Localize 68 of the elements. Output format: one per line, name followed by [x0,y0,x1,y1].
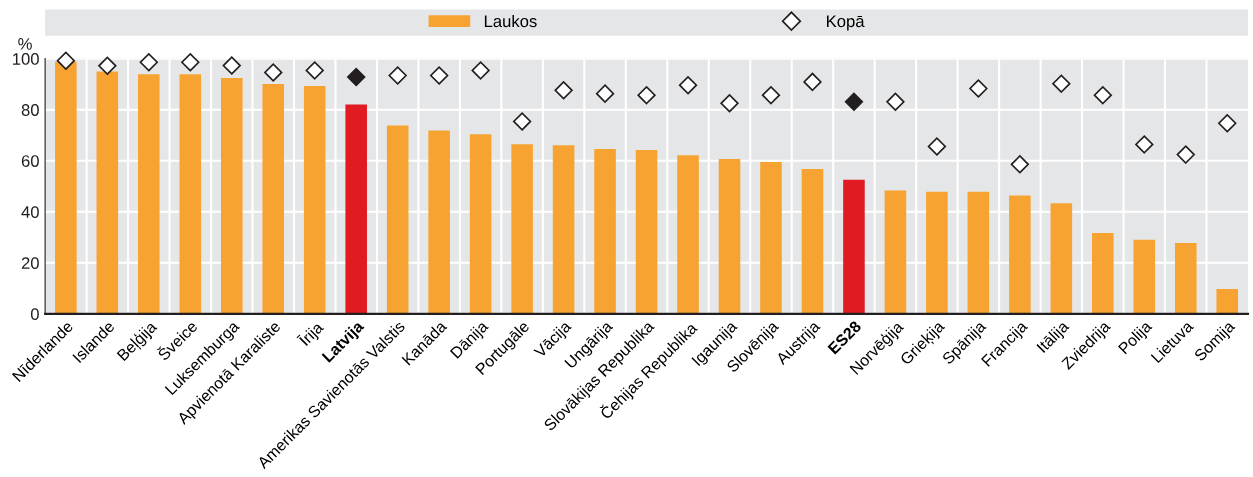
point [720,94,739,113]
bar [55,61,77,314]
point [347,67,366,87]
y-tick-label: 0 [30,308,39,321]
bar [469,134,492,314]
point [264,63,283,82]
bar [594,149,616,314]
bar [635,150,658,314]
y-tick-label: 60 [21,155,39,167]
point [1010,155,1030,174]
x-tick-label: Īrija [296,319,327,350]
bar [801,168,824,314]
point [886,92,905,111]
bar [1050,203,1073,314]
point [927,137,947,156]
bar [718,158,741,314]
bar [1174,242,1197,314]
bar [926,191,948,314]
point [305,61,324,80]
y-axis-title: % [18,38,32,50]
bar [262,83,285,314]
point [1135,135,1154,154]
bar [1133,239,1156,314]
point [554,81,573,100]
point [761,85,781,105]
point [512,112,532,131]
point [222,56,241,75]
bar [1216,289,1239,314]
point [388,66,407,85]
y-tick-label: 40 [21,206,39,218]
bar [303,85,326,314]
point [595,84,615,103]
y-tick-label: 80 [21,104,39,116]
point [637,85,656,105]
point [678,76,698,95]
point [471,61,490,80]
point [1218,114,1237,133]
bar [843,179,865,314]
bar [220,78,243,314]
point [969,79,988,98]
point [1093,85,1112,105]
point [56,51,76,70]
bar [1009,195,1031,314]
y-tick-label: 100 [13,53,39,65]
point [429,66,449,85]
point [181,53,200,72]
y-tick-label: 20 [21,257,39,270]
bar [386,125,409,314]
bar [552,145,575,314]
bar [884,190,907,314]
bar [511,144,533,314]
legend-label: Kopā [826,15,865,31]
bar [967,191,990,314]
bar [428,130,450,314]
point [844,92,864,111]
point [803,72,822,92]
point [98,56,117,75]
bar [345,104,367,314]
bar [96,71,119,314]
bar [1092,232,1114,314]
bar [760,162,782,314]
bar [179,74,202,314]
legend-label: Laukos [484,14,537,28]
bar [138,74,160,314]
point [1176,145,1195,164]
point [1052,74,1071,93]
bar [677,155,699,314]
point [139,53,158,72]
